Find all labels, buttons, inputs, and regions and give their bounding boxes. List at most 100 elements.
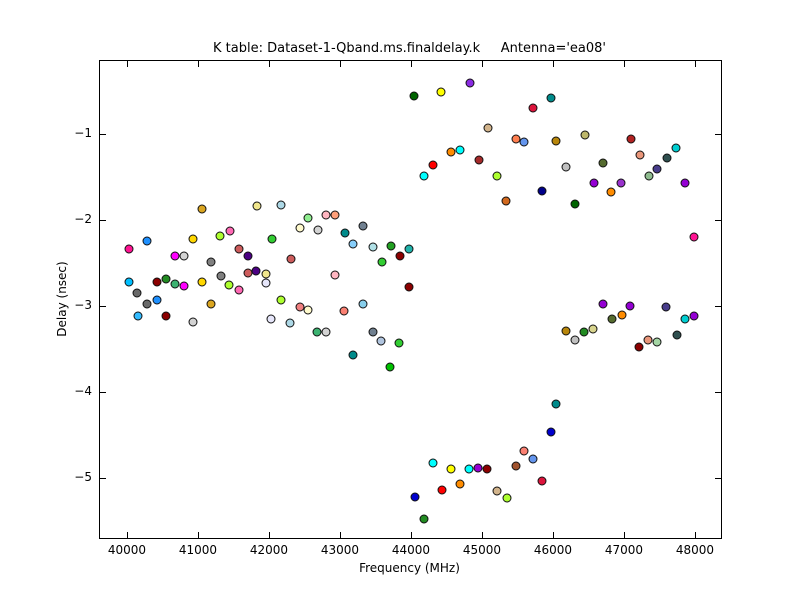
data-point bbox=[652, 337, 662, 347]
data-point bbox=[492, 486, 501, 496]
x-tick-label: 44000 bbox=[391, 543, 431, 557]
data-point bbox=[225, 226, 235, 236]
x-tick bbox=[482, 61, 484, 67]
y-tick bbox=[100, 220, 106, 222]
data-point bbox=[330, 210, 340, 220]
data-point bbox=[671, 143, 681, 153]
data-point bbox=[251, 266, 261, 276]
y-tick-label: −1 bbox=[74, 126, 92, 141]
x-tick-label: 42000 bbox=[249, 543, 289, 557]
data-point bbox=[473, 463, 483, 473]
data-point bbox=[455, 145, 465, 155]
data-point bbox=[376, 336, 386, 345]
x-tick bbox=[269, 61, 271, 67]
y-tick-label: −2 bbox=[74, 212, 92, 227]
data-point bbox=[404, 244, 414, 254]
data-point bbox=[340, 228, 350, 238]
data-point bbox=[243, 251, 253, 261]
data-point bbox=[428, 160, 438, 170]
data-point bbox=[252, 201, 262, 211]
y-tick-label: −4 bbox=[74, 384, 92, 399]
x-tick-label: 43000 bbox=[320, 543, 360, 557]
data-point bbox=[528, 103, 538, 113]
data-point bbox=[662, 153, 672, 163]
data-point bbox=[312, 327, 322, 337]
data-point bbox=[161, 274, 171, 284]
data-point bbox=[537, 186, 547, 196]
data-point bbox=[286, 254, 296, 264]
x-tick bbox=[198, 532, 200, 538]
data-point bbox=[188, 317, 198, 327]
data-point bbox=[179, 251, 189, 261]
data-point bbox=[368, 242, 378, 252]
y-tick-label: −5 bbox=[74, 469, 92, 484]
data-point bbox=[386, 241, 395, 251]
data-point bbox=[446, 147, 456, 157]
data-point bbox=[395, 251, 405, 261]
data-point bbox=[680, 178, 690, 187]
data-point bbox=[625, 301, 635, 311]
data-point bbox=[428, 458, 438, 468]
data-point bbox=[606, 187, 616, 197]
y-tick bbox=[715, 134, 721, 136]
data-point bbox=[394, 338, 404, 348]
data-point bbox=[124, 244, 134, 254]
data-point bbox=[561, 162, 571, 172]
data-point bbox=[285, 318, 295, 328]
data-point bbox=[358, 299, 368, 309]
x-tick-label: 47000 bbox=[604, 543, 644, 557]
data-point bbox=[234, 244, 244, 254]
data-point bbox=[266, 314, 276, 324]
data-point bbox=[643, 335, 653, 345]
x-tick-label: 48000 bbox=[675, 543, 715, 557]
data-point bbox=[446, 464, 456, 474]
data-point bbox=[409, 91, 419, 101]
data-point bbox=[142, 299, 151, 309]
plot-title: K table: Dataset-1-Qband.ms.finaldelay.k… bbox=[213, 41, 606, 56]
data-point bbox=[124, 277, 134, 287]
data-point bbox=[579, 327, 589, 337]
data-point bbox=[295, 302, 305, 312]
data-point bbox=[570, 199, 580, 209]
data-point bbox=[224, 280, 234, 290]
data-point bbox=[321, 210, 331, 220]
data-point bbox=[626, 134, 636, 144]
data-point bbox=[689, 232, 699, 242]
data-point bbox=[303, 305, 313, 315]
data-point bbox=[644, 171, 654, 181]
data-point bbox=[652, 164, 662, 174]
data-point bbox=[234, 285, 243, 295]
x-tick bbox=[624, 532, 626, 538]
x-tick bbox=[127, 532, 129, 538]
data-point bbox=[321, 327, 331, 337]
data-point bbox=[133, 311, 143, 321]
data-point bbox=[142, 236, 152, 246]
data-point bbox=[634, 342, 644, 351]
data-point bbox=[358, 221, 368, 231]
data-point bbox=[385, 362, 395, 372]
data-point bbox=[607, 314, 617, 324]
data-point bbox=[598, 299, 608, 309]
x-tick-label: 41000 bbox=[178, 543, 218, 557]
x-tick bbox=[553, 532, 555, 538]
y-tick bbox=[715, 306, 721, 308]
data-point bbox=[295, 223, 305, 233]
y-tick bbox=[715, 477, 721, 479]
x-tick bbox=[269, 532, 271, 538]
data-point bbox=[348, 350, 358, 360]
data-point bbox=[546, 93, 556, 103]
data-point bbox=[348, 239, 358, 249]
data-point bbox=[261, 269, 271, 279]
data-point bbox=[492, 171, 502, 181]
x-tick bbox=[340, 61, 342, 67]
y-tick-label: −3 bbox=[74, 298, 92, 313]
y-tick bbox=[100, 306, 106, 308]
x-tick bbox=[553, 61, 555, 67]
data-point bbox=[616, 178, 626, 188]
data-point bbox=[330, 270, 340, 280]
data-point bbox=[501, 196, 511, 206]
y-tick bbox=[715, 220, 721, 222]
data-point bbox=[152, 295, 162, 305]
x-tick bbox=[624, 61, 626, 67]
data-point bbox=[216, 271, 226, 281]
